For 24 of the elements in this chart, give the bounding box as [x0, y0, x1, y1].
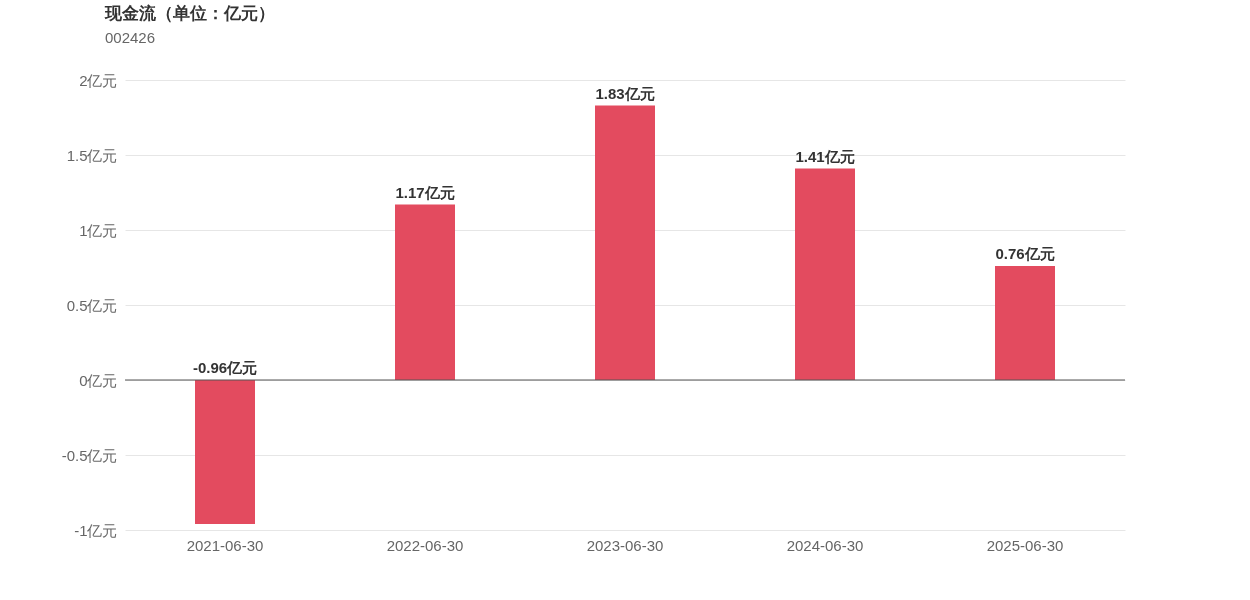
- data-label: -0.96亿元: [192, 359, 258, 376]
- data-label: 1.17亿元: [395, 183, 455, 201]
- y-tick-label: -1亿元: [74, 521, 118, 539]
- y-tick-label: 0.5亿元: [66, 296, 118, 314]
- bar: [595, 105, 655, 380]
- x-tick-label: 2023-06-30: [586, 536, 664, 554]
- x-tick-label: 2022-06-30: [386, 536, 464, 554]
- y-tick-label: 2亿元: [79, 71, 118, 89]
- y-tick-label: 1.5亿元: [66, 146, 118, 164]
- data-label: 1.41亿元: [795, 147, 855, 165]
- data-label: 1.83亿元: [595, 84, 655, 102]
- x-tick-label: 2024-06-30: [786, 536, 864, 554]
- y-tick-label: 0亿元: [79, 371, 118, 389]
- x-tick-label: 2021-06-30: [186, 536, 264, 554]
- bar: [795, 168, 855, 380]
- chart-subtitle: 002426: [105, 29, 156, 46]
- y-tick-label: 1亿元: [79, 221, 118, 239]
- y-tick-label: -0.5亿元: [61, 446, 118, 464]
- data-label: 0.76亿元: [995, 245, 1055, 262]
- x-tick-label: 2025-06-30: [986, 536, 1064, 554]
- bar: [995, 266, 1055, 380]
- bar: [195, 380, 255, 524]
- chart-title: 现金流（单位：亿元）: [104, 4, 275, 23]
- bar: [395, 204, 455, 380]
